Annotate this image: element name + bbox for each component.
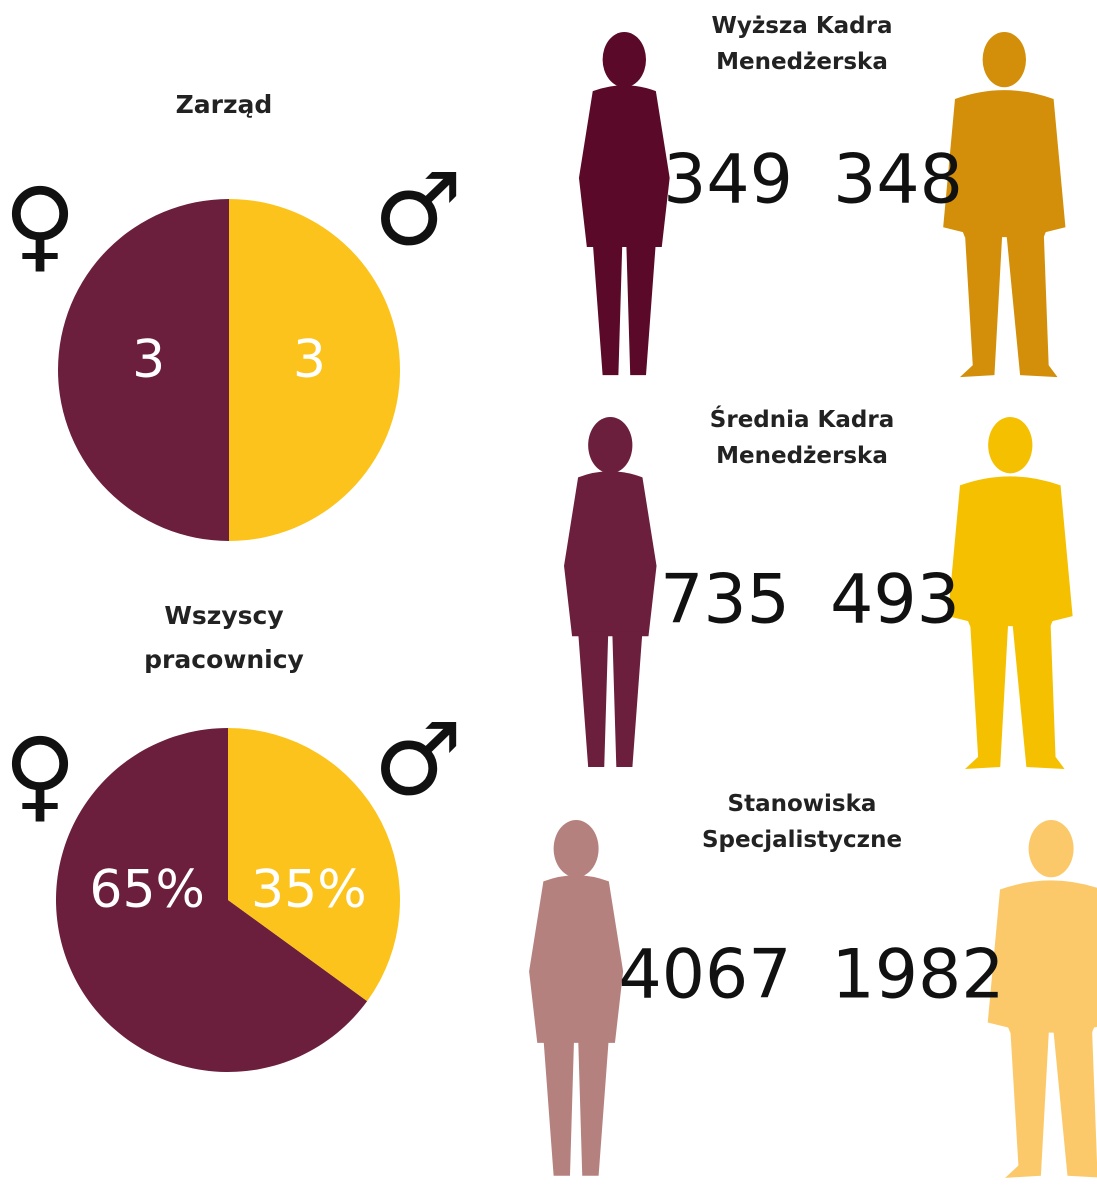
female-silhouette <box>529 820 623 1176</box>
female-silhouette <box>579 32 670 375</box>
legend-symbol: ♂ <box>373 160 463 260</box>
slice-label: 65% <box>89 860 205 920</box>
male-count: 348 <box>833 141 963 220</box>
slice-label: 3 <box>293 330 326 390</box>
group-title: Wyższa Kadra Menedżerska <box>692 8 912 80</box>
male-count: 1982 <box>831 936 1004 1015</box>
male-count: 493 <box>830 561 960 640</box>
legend-symbol: ♀ <box>3 175 76 275</box>
female-count: 349 <box>663 141 793 220</box>
legend-symbol: ♂ <box>373 710 463 810</box>
chart-title: Zarząd <box>124 83 324 127</box>
chart-title: Wszyscy pracownicy <box>124 594 324 682</box>
group-title: Stanowiska Specjalistyczne <box>692 786 912 858</box>
female-count: 735 <box>660 561 790 640</box>
slice-label: 3 <box>132 330 165 390</box>
male-silhouette <box>948 417 1073 769</box>
page: (() => { const data = JSON.parse(documen… <box>0 0 1097 1186</box>
group-title: Średnia Kadra Menedżerska <box>692 402 912 474</box>
legend-symbol: ♀ <box>3 725 76 825</box>
female-count: 4067 <box>618 936 791 1015</box>
slice-label: 35% <box>251 860 367 920</box>
female-silhouette <box>564 417 657 767</box>
